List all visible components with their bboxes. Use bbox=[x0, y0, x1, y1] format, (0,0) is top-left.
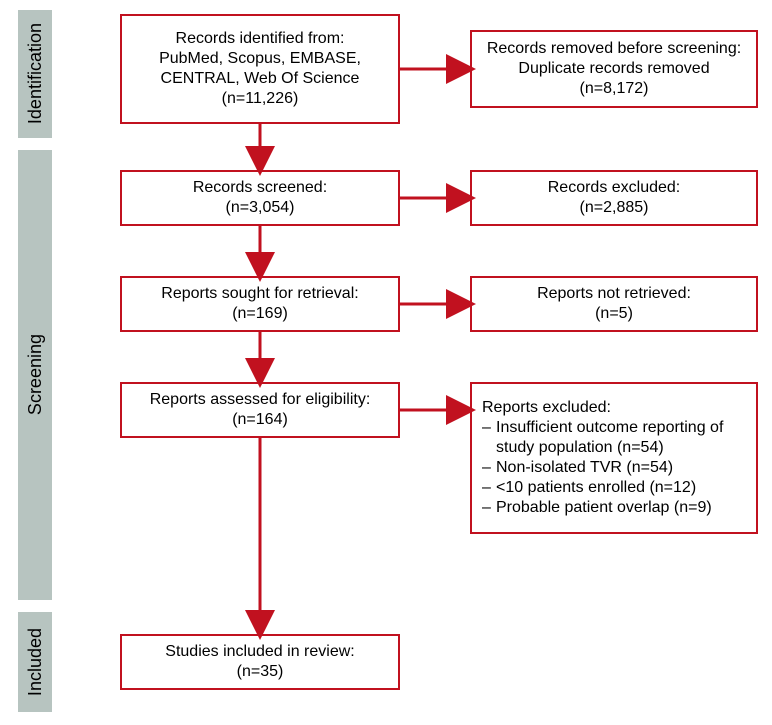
flow-arrows bbox=[0, 0, 772, 725]
